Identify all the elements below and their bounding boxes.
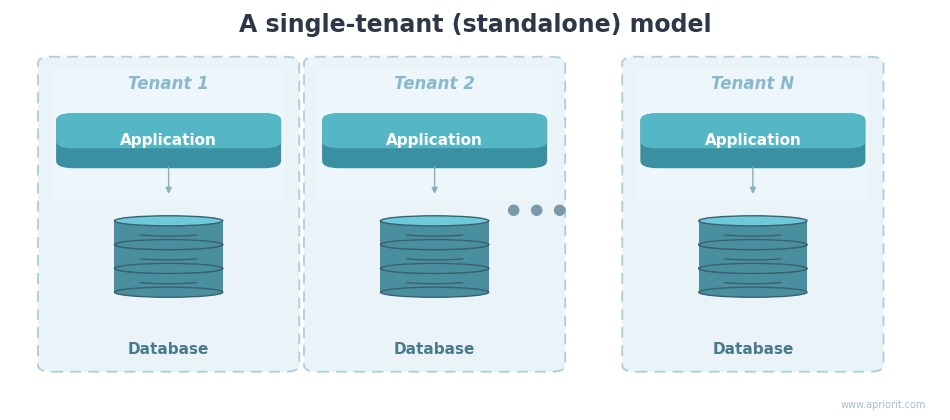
Text: Tenant 2: Tenant 2 bbox=[394, 75, 475, 93]
Polygon shape bbox=[380, 268, 489, 292]
Ellipse shape bbox=[699, 263, 807, 273]
FancyBboxPatch shape bbox=[52, 67, 285, 201]
Ellipse shape bbox=[114, 239, 222, 249]
Ellipse shape bbox=[380, 263, 488, 273]
FancyBboxPatch shape bbox=[318, 67, 551, 201]
FancyBboxPatch shape bbox=[636, 67, 869, 201]
FancyBboxPatch shape bbox=[304, 57, 565, 372]
Polygon shape bbox=[114, 221, 222, 244]
Ellipse shape bbox=[114, 263, 222, 273]
Text: www.apriorit.com: www.apriorit.com bbox=[841, 399, 926, 409]
Ellipse shape bbox=[380, 287, 488, 297]
Polygon shape bbox=[380, 244, 489, 268]
Polygon shape bbox=[698, 221, 807, 244]
FancyBboxPatch shape bbox=[640, 113, 865, 148]
Ellipse shape bbox=[380, 263, 488, 273]
Ellipse shape bbox=[699, 287, 807, 297]
Ellipse shape bbox=[699, 239, 807, 249]
FancyBboxPatch shape bbox=[56, 113, 281, 168]
Text: Application: Application bbox=[387, 133, 483, 148]
FancyBboxPatch shape bbox=[322, 113, 547, 168]
FancyBboxPatch shape bbox=[56, 113, 281, 148]
Ellipse shape bbox=[114, 263, 222, 273]
FancyBboxPatch shape bbox=[322, 113, 547, 148]
Ellipse shape bbox=[380, 239, 488, 249]
Polygon shape bbox=[114, 244, 222, 268]
Ellipse shape bbox=[380, 239, 488, 249]
Ellipse shape bbox=[114, 216, 222, 226]
FancyBboxPatch shape bbox=[622, 57, 884, 372]
Polygon shape bbox=[698, 244, 807, 268]
FancyBboxPatch shape bbox=[38, 57, 299, 372]
Polygon shape bbox=[698, 268, 807, 292]
Polygon shape bbox=[114, 268, 222, 292]
FancyArrowPatch shape bbox=[166, 167, 171, 192]
Text: A single-tenant (standalone) model: A single-tenant (standalone) model bbox=[238, 13, 712, 37]
Text: Tenant N: Tenant N bbox=[712, 75, 794, 93]
Ellipse shape bbox=[380, 216, 488, 226]
FancyArrowPatch shape bbox=[750, 167, 755, 192]
Text: Application: Application bbox=[705, 133, 801, 148]
FancyBboxPatch shape bbox=[640, 113, 865, 168]
Ellipse shape bbox=[114, 287, 222, 297]
Text: Database: Database bbox=[128, 342, 209, 357]
Text: Database: Database bbox=[712, 342, 793, 357]
Text: Application: Application bbox=[121, 133, 217, 148]
Text: Tenant 1: Tenant 1 bbox=[128, 75, 209, 93]
Ellipse shape bbox=[699, 216, 807, 226]
Text: Database: Database bbox=[394, 342, 475, 357]
Ellipse shape bbox=[699, 263, 807, 273]
Ellipse shape bbox=[114, 239, 222, 249]
Text: ●  ●  ●: ● ● ● bbox=[507, 202, 566, 218]
Polygon shape bbox=[380, 221, 489, 244]
Ellipse shape bbox=[699, 239, 807, 249]
FancyArrowPatch shape bbox=[432, 167, 437, 192]
